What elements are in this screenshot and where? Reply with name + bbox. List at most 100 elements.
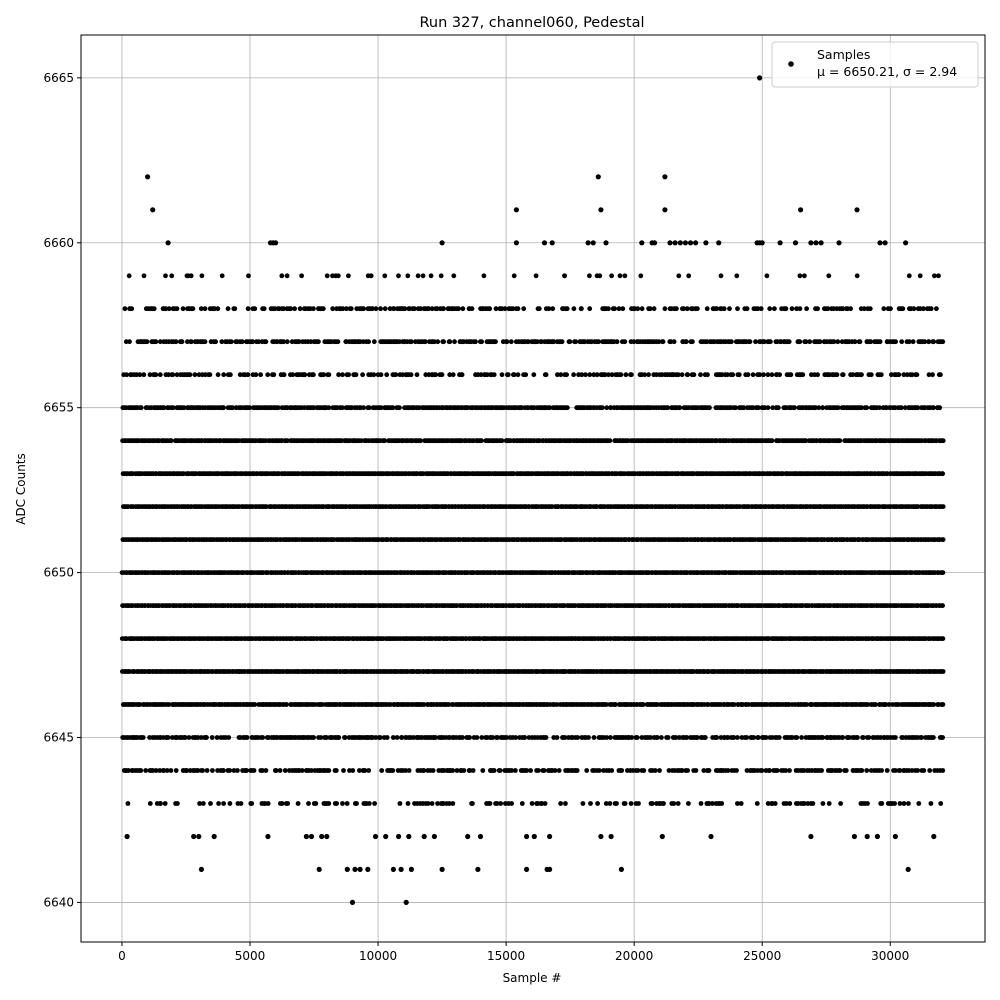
- data-point: [864, 768, 870, 773]
- data-point: [394, 735, 400, 740]
- data-point: [377, 735, 383, 740]
- data-point: [362, 768, 368, 773]
- data-point: [263, 768, 269, 773]
- data-point: [657, 768, 662, 773]
- data-point: [425, 801, 431, 806]
- data-point: [784, 801, 789, 806]
- data-point: [619, 768, 625, 773]
- data-point: [701, 768, 707, 773]
- data-point: [153, 768, 159, 773]
- data-point: [214, 735, 220, 740]
- data-point: [158, 801, 163, 806]
- data-point: [221, 768, 226, 773]
- data-point: [467, 735, 472, 740]
- data-point: [734, 768, 739, 773]
- data-point: [931, 735, 936, 740]
- data-point: [435, 801, 440, 806]
- data-point: [399, 735, 405, 740]
- data-point: [900, 735, 906, 740]
- data-point: [470, 801, 475, 806]
- data-point: [542, 801, 548, 806]
- data-point: [735, 801, 740, 806]
- data-point: [837, 768, 843, 773]
- data-point: [397, 801, 403, 806]
- data-point: [164, 768, 170, 773]
- data-point: [487, 801, 493, 806]
- data-point: [165, 735, 171, 740]
- data-point: [366, 768, 372, 773]
- data-point: [763, 735, 769, 740]
- data-point: [125, 801, 131, 806]
- data-point: [666, 768, 672, 773]
- data-point: [659, 735, 664, 740]
- data-point: [231, 768, 237, 773]
- data-point: [446, 702, 452, 707]
- data-point: [467, 768, 473, 773]
- data-point: [450, 801, 456, 806]
- data-point: [252, 702, 258, 707]
- data-point: [665, 735, 671, 740]
- data-point: [725, 768, 731, 773]
- data-point: [344, 801, 350, 806]
- data-point: [166, 702, 172, 707]
- data-point: [795, 801, 801, 806]
- data-point: [390, 735, 396, 740]
- data-point: [513, 735, 518, 740]
- data-point: [227, 801, 233, 806]
- data-point: [450, 768, 456, 773]
- data-point: [595, 801, 600, 806]
- data-point: [940, 735, 945, 740]
- data-point: [706, 801, 712, 806]
- data-point: [755, 735, 761, 740]
- data-point: [574, 768, 580, 773]
- data-point: [204, 768, 210, 773]
- data-point: [479, 735, 485, 740]
- data-point: [421, 768, 427, 773]
- data-point: [794, 735, 800, 740]
- data-point: [596, 768, 602, 773]
- data-point: [892, 801, 897, 806]
- data-point: [157, 768, 163, 773]
- data-point: [140, 735, 146, 740]
- data-point: [249, 801, 255, 806]
- data-point: [495, 735, 500, 740]
- data-point: [685, 768, 690, 773]
- data-point: [789, 735, 795, 740]
- data-point: [357, 768, 362, 773]
- data-point: [702, 735, 708, 740]
- data-point: [277, 768, 283, 773]
- data-point: [921, 768, 927, 773]
- data-point: [429, 801, 435, 806]
- data-point: [162, 801, 168, 806]
- data-point: [341, 768, 346, 773]
- data-point: [552, 768, 558, 773]
- data-point: [819, 768, 824, 773]
- data-point: [694, 735, 700, 740]
- data-point: [313, 801, 319, 806]
- data-point: [226, 735, 232, 740]
- data-point: [498, 801, 503, 806]
- data-point: [906, 801, 911, 806]
- data-point: [390, 768, 396, 773]
- data-point: [388, 702, 393, 707]
- data-point: [554, 702, 560, 707]
- data-point: [411, 735, 417, 740]
- data-point: [801, 801, 807, 806]
- data-point: [613, 702, 618, 707]
- data-point: [603, 801, 609, 806]
- data-point: [897, 801, 903, 806]
- data-point: [649, 801, 655, 806]
- data-points: [119, 75, 946, 906]
- data-point: [541, 768, 547, 773]
- data-point: [195, 768, 201, 773]
- data-point: [873, 702, 878, 707]
- data-point: [915, 768, 920, 773]
- data-point: [718, 735, 724, 740]
- data-point: [235, 768, 240, 773]
- data-point: [306, 801, 311, 806]
- data-point: [776, 735, 782, 740]
- data-point: [591, 735, 597, 740]
- data-point: [927, 768, 933, 773]
- data-point: [513, 768, 518, 773]
- data-point: [350, 768, 356, 773]
